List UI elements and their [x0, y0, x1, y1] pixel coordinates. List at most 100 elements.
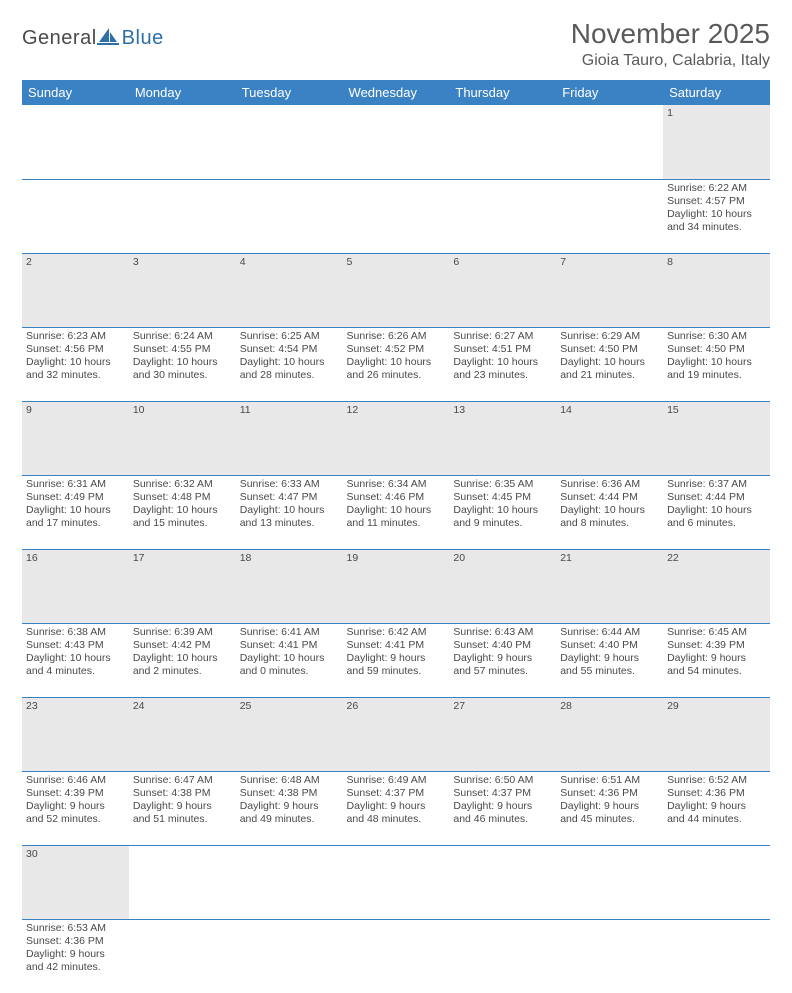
day-number-cell — [556, 845, 663, 919]
day-number-cell — [343, 105, 450, 179]
day-content-row: Sunrise: 6:22 AMSunset: 4:57 PMDaylight:… — [22, 179, 770, 253]
logo-text-general: General — [22, 27, 97, 50]
day-number-cell: 3 — [129, 253, 236, 327]
day-detail-cell: Sunrise: 6:32 AMSunset: 4:48 PMDaylight:… — [129, 475, 236, 549]
day-detail-cell: Sunrise: 6:52 AMSunset: 4:36 PMDaylight:… — [663, 771, 770, 845]
day-number-cell — [556, 105, 663, 179]
day-detail-cell — [22, 179, 129, 253]
day-detail-cell: Sunrise: 6:38 AMSunset: 4:43 PMDaylight:… — [22, 623, 129, 697]
day-detail-cell: Sunrise: 6:44 AMSunset: 4:40 PMDaylight:… — [556, 623, 663, 697]
day-detail-cell: Sunrise: 6:31 AMSunset: 4:49 PMDaylight:… — [22, 475, 129, 549]
day-detail-cell: Sunrise: 6:27 AMSunset: 4:51 PMDaylight:… — [449, 327, 556, 401]
day-number-cell: 23 — [22, 697, 129, 771]
day-detail-cell: Sunrise: 6:39 AMSunset: 4:42 PMDaylight:… — [129, 623, 236, 697]
logo-text-blue: Blue — [122, 27, 164, 50]
day-detail-cell: Sunrise: 6:33 AMSunset: 4:47 PMDaylight:… — [236, 475, 343, 549]
day-detail-cell — [129, 179, 236, 253]
day-number-cell: 1 — [663, 105, 770, 179]
day-number-cell: 13 — [449, 401, 556, 475]
day-detail-cell — [343, 919, 450, 993]
day-number-cell: 28 — [556, 697, 663, 771]
daynum-row: 9101112131415 — [22, 401, 770, 475]
day-content-row: Sunrise: 6:53 AMSunset: 4:36 PMDaylight:… — [22, 919, 770, 993]
day-detail-cell: Sunrise: 6:37 AMSunset: 4:44 PMDaylight:… — [663, 475, 770, 549]
day-detail-cell: Sunrise: 6:30 AMSunset: 4:50 PMDaylight:… — [663, 327, 770, 401]
day-detail-cell: Sunrise: 6:25 AMSunset: 4:54 PMDaylight:… — [236, 327, 343, 401]
day-number-cell: 26 — [343, 697, 450, 771]
logo: General Blue — [22, 26, 164, 51]
day-number-cell: 8 — [663, 253, 770, 327]
day-detail-cell — [129, 919, 236, 993]
day-detail-cell — [449, 919, 556, 993]
weekday-header: Friday — [556, 80, 663, 105]
day-number-cell — [449, 845, 556, 919]
day-detail-cell: Sunrise: 6:36 AMSunset: 4:44 PMDaylight:… — [556, 475, 663, 549]
day-number-cell: 25 — [236, 697, 343, 771]
day-number-cell: 29 — [663, 697, 770, 771]
day-number-cell: 4 — [236, 253, 343, 327]
weekday-header: Monday — [129, 80, 236, 105]
daynum-row: 2345678 — [22, 253, 770, 327]
day-number-cell — [129, 105, 236, 179]
day-number-cell: 2 — [22, 253, 129, 327]
day-detail-cell — [343, 179, 450, 253]
header: General Blue November 2025 Gioia Tauro, … — [22, 18, 770, 70]
day-number-cell: 24 — [129, 697, 236, 771]
day-detail-cell: Sunrise: 6:47 AMSunset: 4:38 PMDaylight:… — [129, 771, 236, 845]
weekday-header: Sunday — [22, 80, 129, 105]
day-number-cell: 30 — [22, 845, 129, 919]
day-number-cell: 5 — [343, 253, 450, 327]
day-detail-cell: Sunrise: 6:48 AMSunset: 4:38 PMDaylight:… — [236, 771, 343, 845]
day-detail-cell: Sunrise: 6:45 AMSunset: 4:39 PMDaylight:… — [663, 623, 770, 697]
day-detail-cell: Sunrise: 6:35 AMSunset: 4:45 PMDaylight:… — [449, 475, 556, 549]
day-number-cell: 7 — [556, 253, 663, 327]
day-content-row: Sunrise: 6:38 AMSunset: 4:43 PMDaylight:… — [22, 623, 770, 697]
daynum-row: 23242526272829 — [22, 697, 770, 771]
day-number-cell — [236, 105, 343, 179]
weekday-header: Tuesday — [236, 80, 343, 105]
weekday-header: Wednesday — [343, 80, 450, 105]
weekday-header: Saturday — [663, 80, 770, 105]
day-detail-cell — [663, 919, 770, 993]
day-number-cell: 27 — [449, 697, 556, 771]
day-detail-cell: Sunrise: 6:50 AMSunset: 4:37 PMDaylight:… — [449, 771, 556, 845]
location: Gioia Tauro, Calabria, Italy — [571, 52, 770, 70]
day-detail-cell: Sunrise: 6:41 AMSunset: 4:41 PMDaylight:… — [236, 623, 343, 697]
day-detail-cell: Sunrise: 6:51 AMSunset: 4:36 PMDaylight:… — [556, 771, 663, 845]
day-number-cell: 6 — [449, 253, 556, 327]
month-title: November 2025 — [571, 18, 770, 50]
calendar-table: SundayMondayTuesdayWednesdayThursdayFrid… — [22, 80, 770, 993]
day-detail-cell — [449, 179, 556, 253]
daynum-row: 30 — [22, 845, 770, 919]
day-content-row: Sunrise: 6:46 AMSunset: 4:39 PMDaylight:… — [22, 771, 770, 845]
day-detail-cell — [556, 919, 663, 993]
day-detail-cell: Sunrise: 6:22 AMSunset: 4:57 PMDaylight:… — [663, 179, 770, 253]
day-content-row: Sunrise: 6:31 AMSunset: 4:49 PMDaylight:… — [22, 475, 770, 549]
day-number-cell: 10 — [129, 401, 236, 475]
day-detail-cell: Sunrise: 6:46 AMSunset: 4:39 PMDaylight:… — [22, 771, 129, 845]
day-detail-cell — [236, 919, 343, 993]
day-number-cell — [22, 105, 129, 179]
day-detail-cell: Sunrise: 6:53 AMSunset: 4:36 PMDaylight:… — [22, 919, 129, 993]
day-number-cell: 12 — [343, 401, 450, 475]
day-detail-cell: Sunrise: 6:29 AMSunset: 4:50 PMDaylight:… — [556, 327, 663, 401]
day-content-row: Sunrise: 6:23 AMSunset: 4:56 PMDaylight:… — [22, 327, 770, 401]
day-number-cell — [343, 845, 450, 919]
day-number-cell: 9 — [22, 401, 129, 475]
day-number-cell: 14 — [556, 401, 663, 475]
day-detail-cell: Sunrise: 6:23 AMSunset: 4:56 PMDaylight:… — [22, 327, 129, 401]
day-number-cell — [449, 105, 556, 179]
day-detail-cell: Sunrise: 6:24 AMSunset: 4:55 PMDaylight:… — [129, 327, 236, 401]
title-block: November 2025 Gioia Tauro, Calabria, Ita… — [571, 18, 770, 70]
daynum-row: 1 — [22, 105, 770, 179]
weekday-header: Thursday — [449, 80, 556, 105]
calendar-header-row: SundayMondayTuesdayWednesdayThursdayFrid… — [22, 80, 770, 105]
day-number-cell — [129, 845, 236, 919]
day-detail-cell: Sunrise: 6:26 AMSunset: 4:52 PMDaylight:… — [343, 327, 450, 401]
day-detail-cell: Sunrise: 6:43 AMSunset: 4:40 PMDaylight:… — [449, 623, 556, 697]
day-detail-cell — [556, 179, 663, 253]
day-number-cell: 15 — [663, 401, 770, 475]
day-detail-cell: Sunrise: 6:42 AMSunset: 4:41 PMDaylight:… — [343, 623, 450, 697]
sail-icon — [97, 26, 119, 51]
day-detail-cell: Sunrise: 6:34 AMSunset: 4:46 PMDaylight:… — [343, 475, 450, 549]
